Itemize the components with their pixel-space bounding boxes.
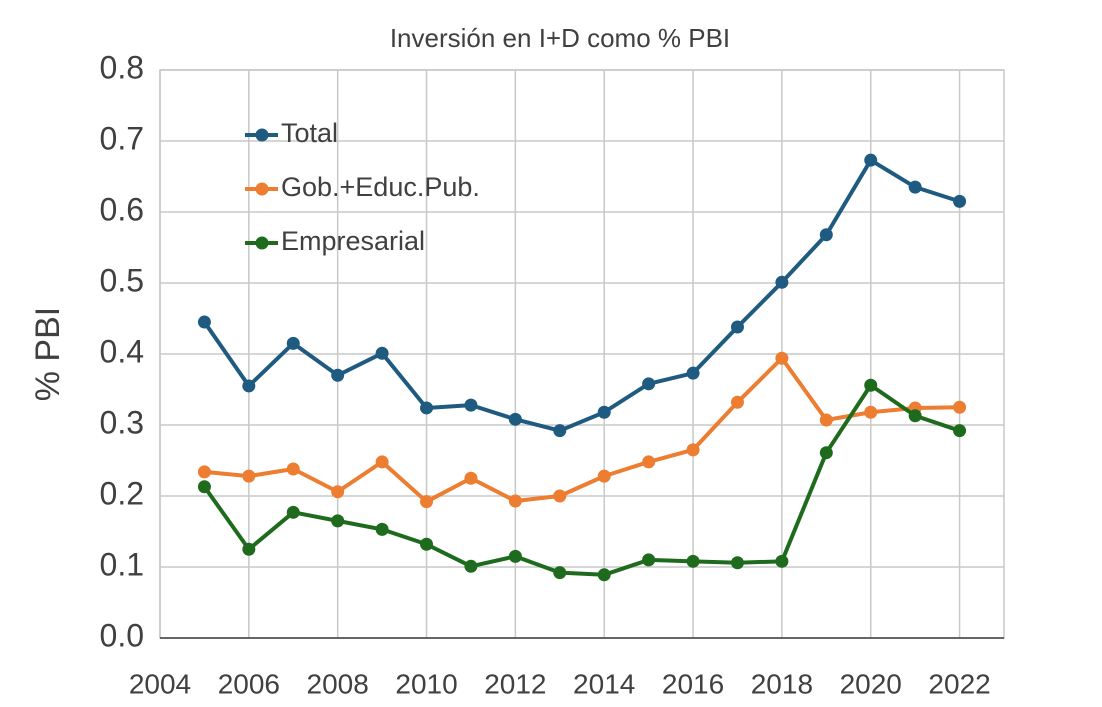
data-point: [375, 346, 389, 360]
data-point: [775, 351, 789, 365]
data-point: [286, 505, 300, 519]
data-point: [553, 424, 567, 438]
data-point: [864, 405, 878, 419]
data-point: [686, 366, 700, 380]
series-line: [202, 158, 961, 433]
chart-title: Inversión en I+D como % PBI: [390, 23, 730, 53]
data-point: [775, 275, 789, 289]
data-point: [242, 379, 256, 393]
data-point: [375, 455, 389, 469]
data-point: [553, 566, 567, 580]
data-point: [953, 194, 967, 208]
data-point: [686, 443, 700, 457]
data-point: [508, 494, 522, 508]
data-point: [464, 471, 478, 485]
data-point: [597, 568, 611, 582]
data-point: [642, 377, 656, 391]
data-point: [197, 480, 211, 494]
data-point: [864, 378, 878, 392]
legend-label: Total: [281, 118, 338, 148]
x-tick-label: 2016: [662, 668, 724, 699]
data-point: [730, 556, 744, 570]
data-point: [908, 409, 922, 423]
data-point: [730, 320, 744, 334]
data-point: [508, 412, 522, 426]
data-point: [197, 465, 211, 479]
x-tick-label: 2014: [573, 668, 635, 699]
legend-label: Gob.+Educ.Pub.: [281, 172, 480, 202]
x-tick-label: 2012: [484, 668, 546, 699]
data-point: [375, 522, 389, 536]
data-point: [286, 462, 300, 476]
y-tick-label: 0.3: [100, 404, 144, 440]
x-tick-label: 2020: [840, 668, 902, 699]
data-point: [553, 489, 567, 503]
y-tick-label: 0.8: [100, 49, 144, 85]
data-point: [420, 401, 434, 415]
data-point: [420, 537, 434, 551]
x-tick-label: 2006: [218, 668, 280, 699]
y-tick-label: 0.7: [100, 120, 144, 156]
y-tick-label: 0.4: [100, 333, 144, 369]
series-line: [202, 383, 961, 577]
data-point: [197, 315, 211, 329]
data-point: [908, 180, 922, 194]
data-point: [464, 398, 478, 412]
x-tick-label: 2018: [751, 668, 813, 699]
data-point: [597, 469, 611, 483]
y-axis-label: % PBI: [29, 307, 67, 401]
data-point: [819, 446, 833, 460]
data-point: [953, 424, 967, 438]
data-point: [331, 514, 345, 528]
data-point: [331, 485, 345, 499]
y-tick-label: 0.1: [100, 546, 144, 582]
data-point: [953, 400, 967, 414]
data-point: [819, 413, 833, 427]
series-line: [204, 356, 960, 504]
y-tick-label: 0.2: [100, 475, 144, 511]
legend-marker: [255, 128, 269, 142]
data-point: [686, 554, 700, 568]
x-tick-label: 2010: [395, 668, 457, 699]
data-point: [286, 336, 300, 350]
data-point: [642, 553, 656, 567]
data-point: [464, 559, 478, 573]
legend-label: Empresarial: [281, 226, 425, 256]
x-tick-label: 2022: [928, 668, 990, 699]
data-point: [775, 554, 789, 568]
data-point: [508, 549, 522, 563]
data-point: [242, 469, 256, 483]
data-point: [819, 228, 833, 242]
y-tick-label: 0.0: [100, 617, 144, 653]
legend-marker: [255, 182, 269, 196]
y-tick-label: 0.5: [100, 262, 144, 298]
data-point: [642, 455, 656, 469]
x-tick-label: 2008: [307, 668, 369, 699]
data-point: [730, 395, 744, 409]
data-point: [864, 153, 878, 167]
x-tick-label: 2004: [129, 668, 191, 699]
data-point: [420, 495, 434, 509]
data-point: [597, 405, 611, 419]
legend-marker: [255, 236, 269, 250]
data-point: [331, 368, 345, 382]
y-tick-label: 0.6: [100, 191, 144, 227]
data-point: [242, 542, 256, 556]
